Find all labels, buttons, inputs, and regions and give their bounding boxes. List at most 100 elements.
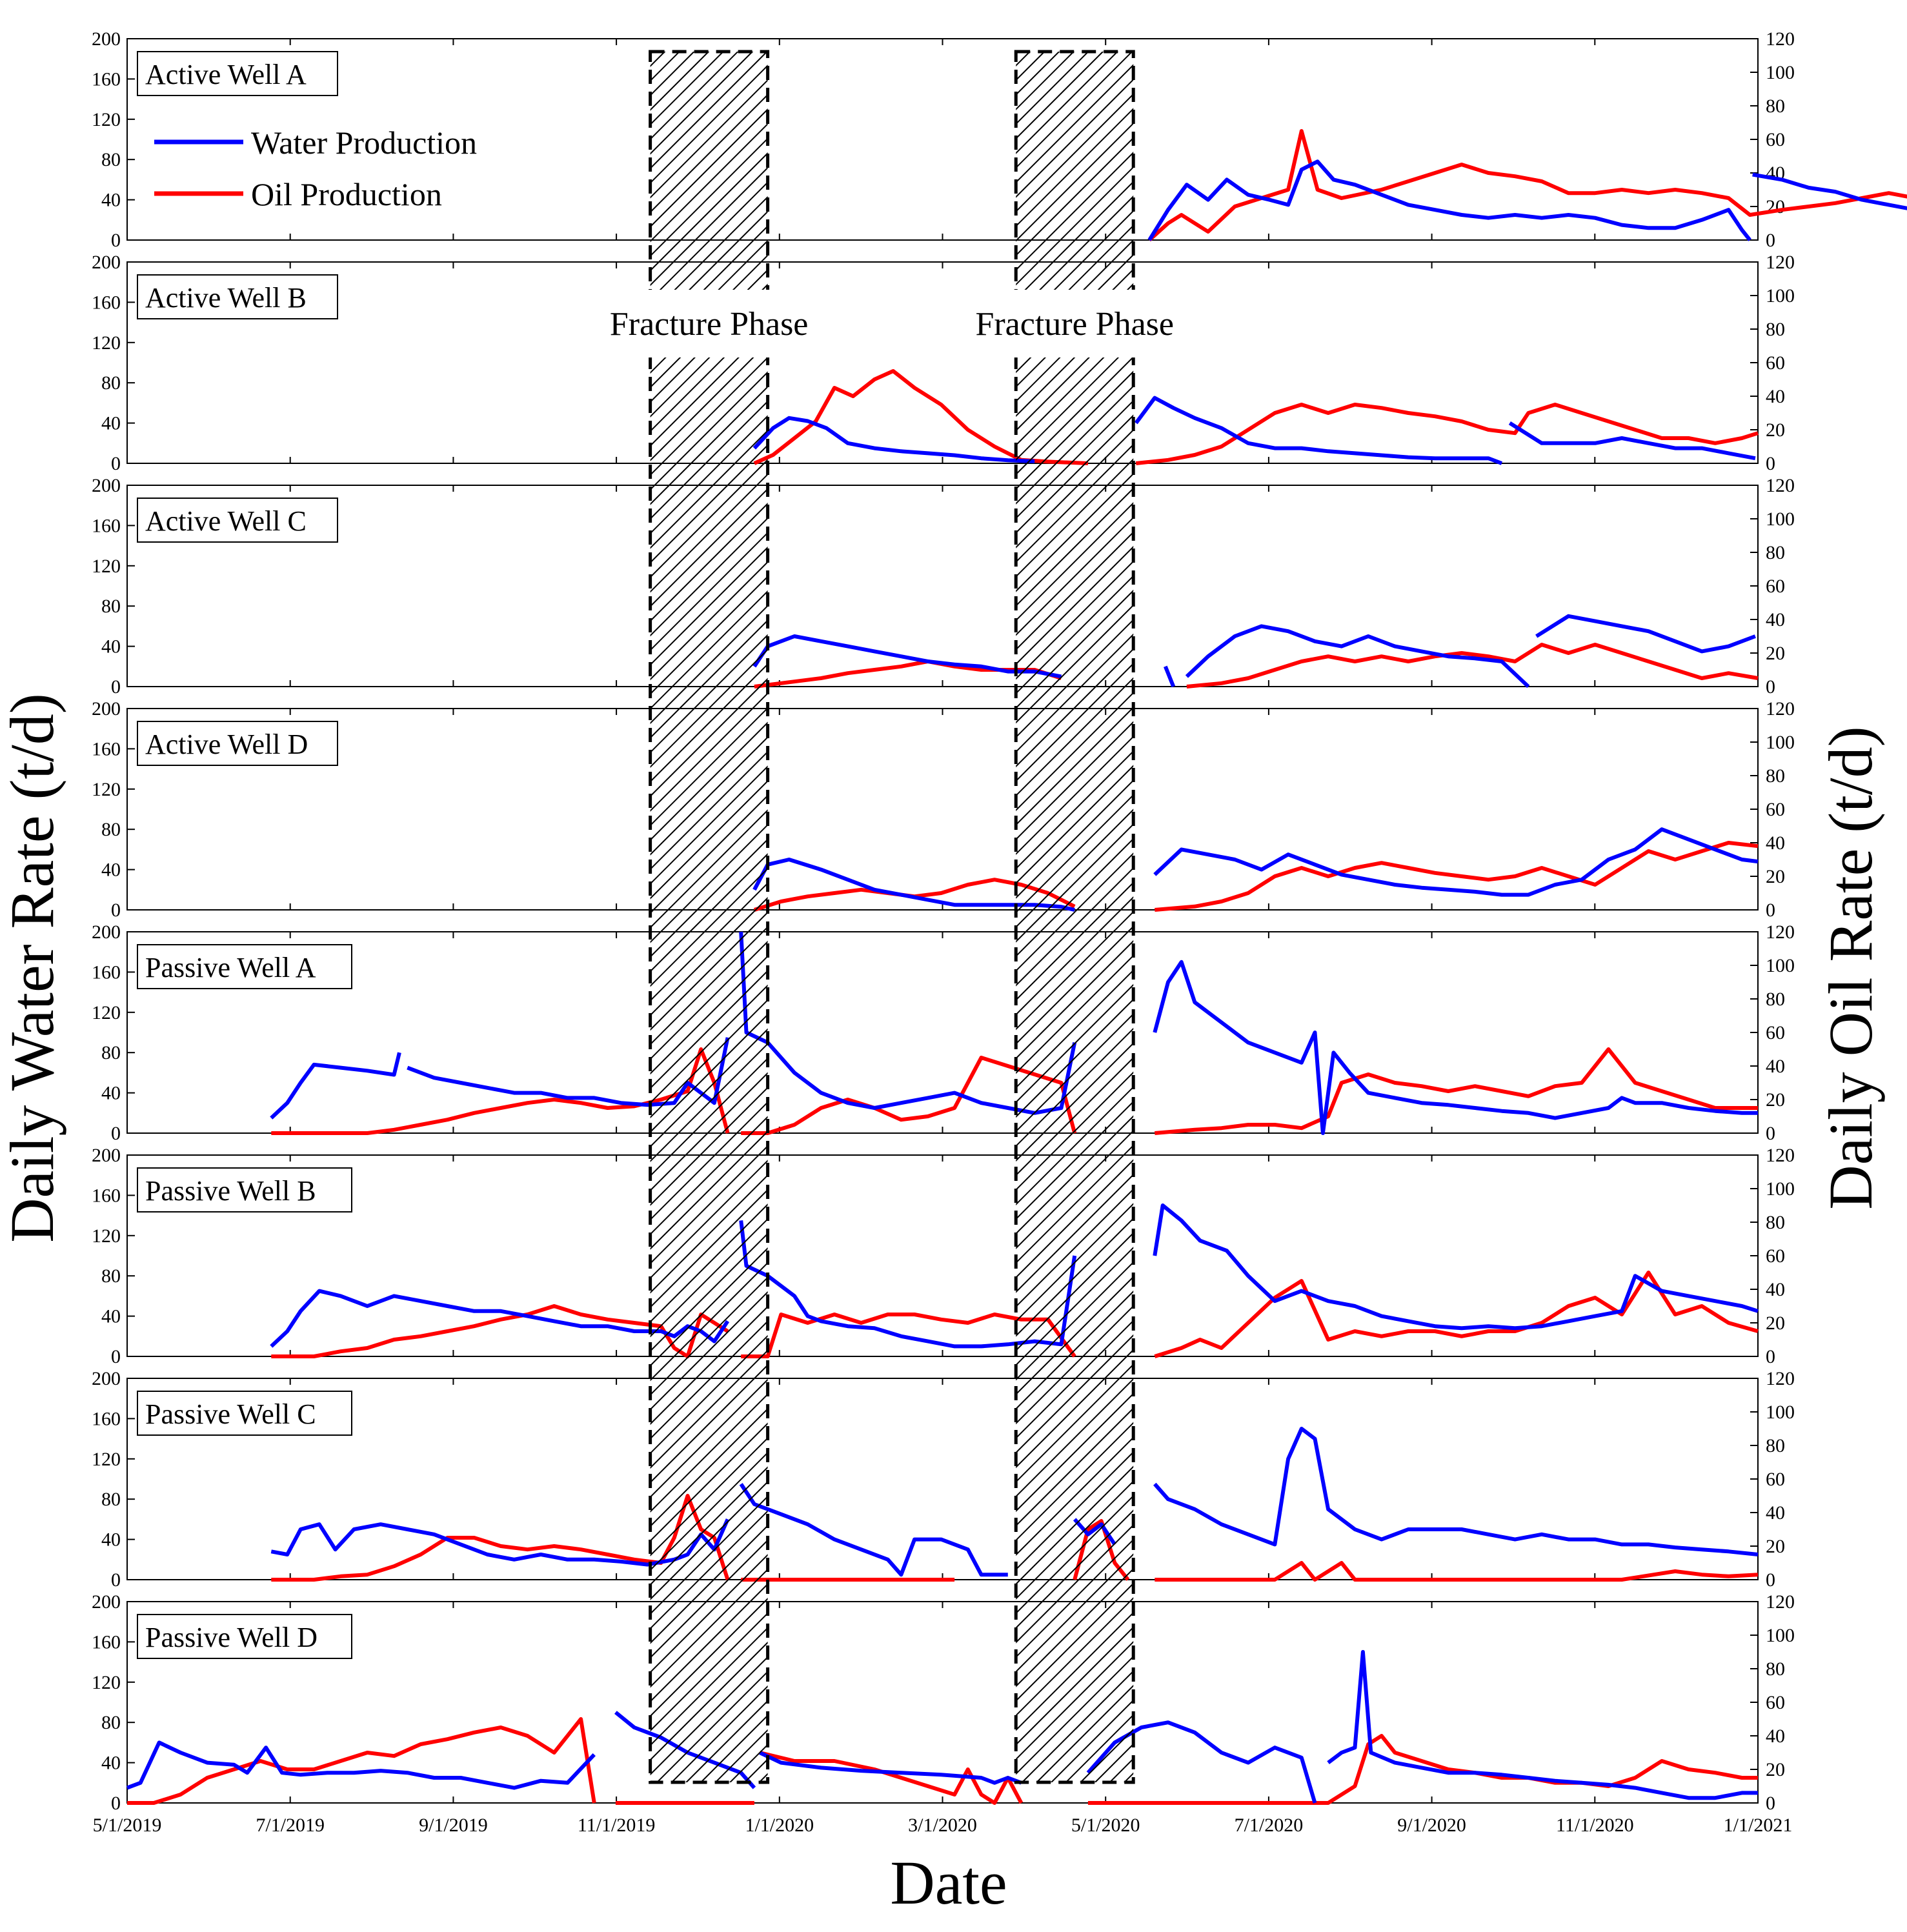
water-series-line [1164,665,1176,688]
y-tick-label-right: 20 [1766,1759,1785,1780]
y-tick-label-right: 60 [1766,1022,1785,1043]
y-tick-label-right: 120 [1766,252,1795,273]
water-series-line [739,1483,1008,1577]
y-tick-label-left: 80 [101,819,121,840]
panel-title: Passive Well B [145,1175,316,1207]
y-tick-label-right: 60 [1766,1469,1785,1490]
water-series-line [1134,396,1503,465]
y-tick-label-left: 0 [111,1123,121,1144]
y-tick-label-left: 160 [92,68,121,90]
y-tick-label-right: 100 [1766,955,1795,976]
legend-label: Water Production [251,125,477,161]
panel-5: 0 40 80 120 160 200 0 20 40 60 80 100 120 Passive Wel… [92,921,1795,1144]
panel-title: Passive Well C [145,1398,316,1430]
y-tick-label-right: 0 [1766,1346,1775,1367]
y-tick-label-left: 160 [92,515,121,536]
y-tick-label-left: 200 [92,698,121,719]
y-tick-label-right: 0 [1766,230,1775,251]
y-tick-label-left: 200 [92,475,121,496]
y-tick-label-left: 120 [92,556,121,577]
panel-3: 0 40 80 120 160 200 0 20 40 60 80 100 120 Active Well… [92,475,1795,698]
y-tick-label-left: 160 [92,961,121,983]
y-tick-label-right: 100 [1766,508,1795,530]
y-tick-label-left: 120 [92,1225,121,1247]
legend: Water Production Oil Production [154,125,477,212]
y-tick-label-right: 100 [1766,1402,1795,1423]
y-tick-label-right: 80 [1766,765,1785,787]
y-tick-label-left: 120 [92,1449,121,1470]
fracture-label-bg [589,290,829,357]
y-tick-label-right: 0 [1766,676,1775,698]
y-tick-label-left: 0 [111,1569,121,1591]
panel-6: 0 40 80 120 160 200 0 20 40 60 80 100 120 Passive Wel… [92,1145,1795,1367]
water-series-line [1147,159,1751,241]
fracture-label-bg [955,290,1195,357]
y-tick-label-left: 200 [92,1368,121,1389]
oil-series-line [1135,403,1759,465]
panel-title: Passive Well A [145,952,316,983]
fracture-phase-1: Fracture Phase [589,50,829,1784]
y-tick-label-right: 80 [1766,1658,1785,1680]
y-tick-label-left: 40 [101,1306,121,1327]
y-tick-label-right: 20 [1766,1089,1785,1111]
y-tick-label-left: 160 [92,292,121,313]
y-tick-label-right: 40 [1766,1726,1785,1747]
y-tick-label-right: 20 [1766,1313,1785,1334]
water-series-line [1508,421,1756,461]
panel-title-box [137,944,352,989]
y-tick-label-right: 40 [1766,1056,1785,1077]
y-tick-label-right: 60 [1766,1245,1785,1267]
y-tick-label-left: 120 [92,779,121,800]
oil-series-line [1147,129,1907,242]
y-tick-label-left: 40 [101,636,121,658]
y-tick-label-left: 160 [92,738,121,760]
y-tick-label-right: 60 [1766,799,1785,820]
y-tick-label-right: 100 [1766,1178,1795,1200]
y-tick-label-right: 60 [1766,1692,1785,1713]
panel-title-box [137,1614,352,1659]
panel-title: Active Well C [145,505,307,537]
water-series-line [1535,614,1756,654]
panel-title-box [137,1391,352,1436]
y-tick-label-right: 20 [1766,1536,1785,1557]
y-tick-label-left: 200 [92,921,121,943]
y-tick-label-right: 120 [1766,475,1795,496]
y-tick-label-left: 40 [101,860,121,881]
y-axis-right-title: Daily Oil Rate (t/d) [1816,726,1885,1209]
x-tick-label: 9/1/2019 [419,1815,488,1836]
x-tick-label: 1/1/2020 [745,1815,814,1836]
water-series-line [1153,1427,1759,1556]
y-tick-label-left: 160 [92,1408,121,1429]
y-tick-label-left: 40 [101,413,121,434]
y-tick-label-left: 80 [101,1712,121,1733]
water-series-line [1185,624,1530,689]
y-tick-label-left: 80 [101,1489,121,1510]
panel-title-box [137,498,338,543]
oil-series-line [1154,1271,1759,1358]
y-tick-label-left: 40 [101,190,121,211]
y-tick-label-right: 0 [1766,1793,1775,1814]
y-tick-label-right: 120 [1766,921,1795,943]
fracture-phases: Fracture Phase Fracture Phase [589,50,1195,1784]
y-tick-label-right: 100 [1766,62,1795,83]
y-tick-label-left: 200 [92,1591,121,1613]
y-tick-label-right: 40 [1766,1279,1785,1300]
fracture-phase-label: Fracture Phase [610,306,809,343]
y-tick-label-right: 120 [1766,1368,1795,1389]
y-tick-label-left: 80 [101,1042,121,1063]
y-tick-label-right: 40 [1766,609,1785,630]
y-tick-label-right: 20 [1766,196,1785,217]
y-tick-label-right: 100 [1766,1625,1795,1646]
y-tick-label-left: 120 [92,109,121,130]
x-tick-label: 7/1/2020 [1235,1815,1304,1836]
y-tick-label-left: 40 [101,1529,121,1551]
y-tick-label-right: 0 [1766,1569,1775,1591]
y-tick-label-right: 40 [1766,1502,1785,1524]
oil-series-line [1186,643,1759,689]
legend-label: Oil Production [251,176,442,212]
y-tick-label-left: 80 [101,596,121,617]
oil-series-line [1155,841,1759,912]
oil-series-line [127,1717,596,1805]
oil-series-line [759,1751,1024,1805]
y-tick-label-left: 120 [92,1002,121,1023]
